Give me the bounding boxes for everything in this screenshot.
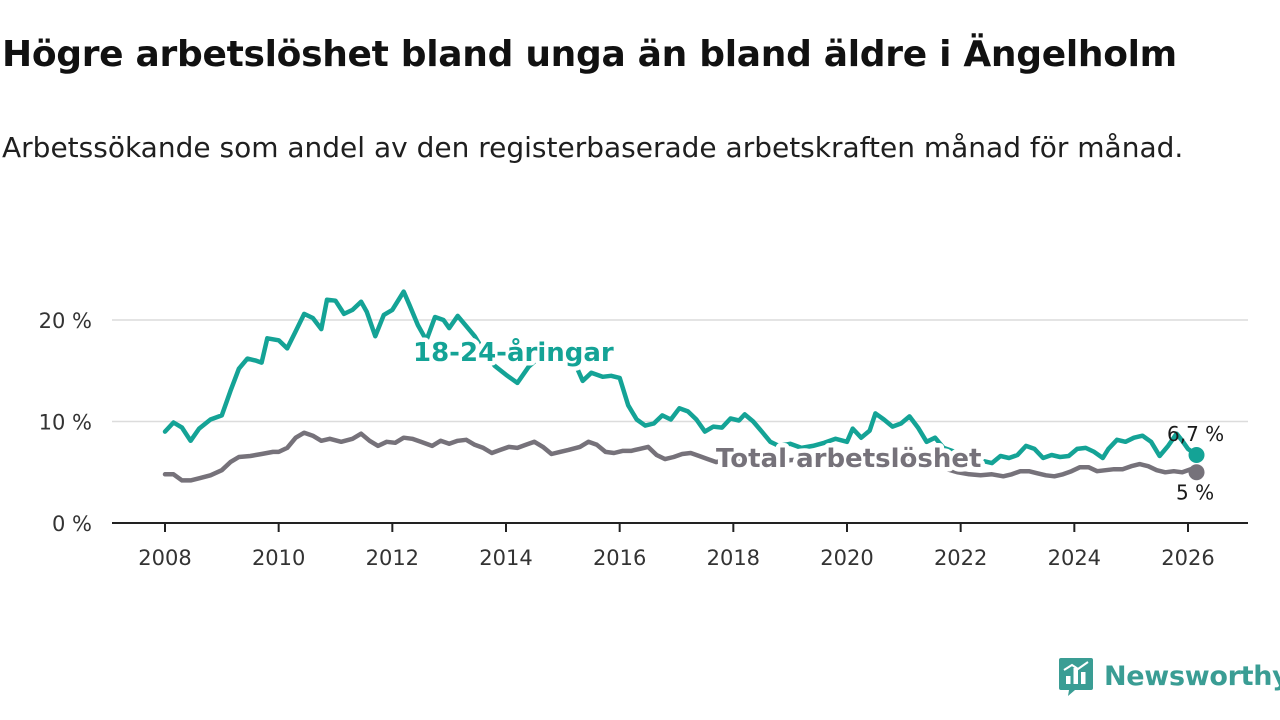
end-point-marker [1188,446,1205,463]
x-tick-label: 2014 [479,546,532,570]
chart-subtitle: Arbetssökande som andel av den registerb… [2,131,1184,164]
brand-name: Newsworthy [1104,660,1280,692]
x-tick-label: 2016 [593,546,646,570]
y-tick-label: 10 % [39,411,92,435]
axes: 0 % 10 % 20 % 2008 2010 2012 2014 2016 2018 2020 2… [39,309,1248,570]
series-label-total-halo: Total arbetslöshet [716,444,981,474]
x-tick-label: 2012 [366,546,419,570]
x-tick-label: 2018 [707,546,760,570]
newsworthy-logo-icon [1059,658,1093,696]
x-tick-label: 2026 [1161,546,1214,570]
series-label-total: Total arbetslöshet [716,444,981,474]
x-tick-label: 2022 [934,546,987,570]
chart-title: Högre arbetslöshet bland unga än bland ä… [2,34,1177,75]
end-value-youth: 6,7 % [1167,422,1224,446]
x-tick-label: 2020 [820,546,873,570]
series-label-youth: 18-24-åringar [413,336,614,368]
x-tick-label: 2008 [138,546,191,570]
y-tick-label: 0 % [52,512,92,536]
x-tick-label: 2010 [252,546,305,570]
end-value-total: 5 % [1176,480,1214,504]
series-line-youth [162,289,1199,466]
end-point-marker [1188,464,1205,481]
y-tick-label: 20 % [39,309,92,333]
series-label-youth-halo: 18-24-åringar [413,336,614,368]
brand[interactable]: Newsworthy [1058,654,1280,698]
x-tick-label: 2024 [1048,546,1101,570]
series-line-total [162,430,1199,483]
series [162,289,1205,483]
